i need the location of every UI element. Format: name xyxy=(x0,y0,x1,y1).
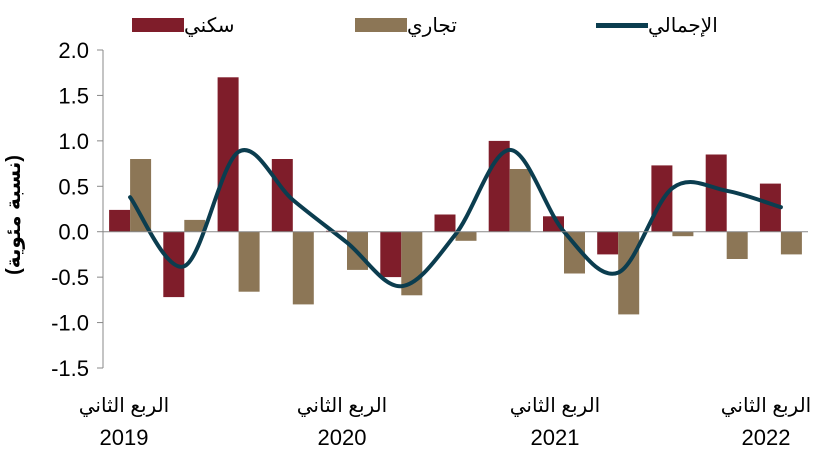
bar-commercial-11 xyxy=(726,231,748,259)
bar-residential-11 xyxy=(705,154,727,232)
bar-residential-6 xyxy=(434,214,456,232)
y-tick-label-5: 1.0 xyxy=(58,129,89,154)
x-tick-quarter-3: الربع الثاني xyxy=(721,395,811,418)
y-tick-label-0: -1.5 xyxy=(51,356,89,381)
x-tick-quarter-0: الربع الثاني xyxy=(79,395,169,418)
bar-commercial-0 xyxy=(130,159,152,232)
legend-item-total: الإجمالي xyxy=(596,10,722,40)
y-tick-label-3: 0.0 xyxy=(58,220,89,245)
y-tick-label-7: 2.0 xyxy=(58,38,89,63)
x-tick-quarter-2: الربع الثاني xyxy=(510,395,600,418)
y-tick-label-2: -0.5 xyxy=(51,265,89,290)
bar-residential-0 xyxy=(109,209,131,232)
legend-swatch-residential xyxy=(132,18,184,32)
bar-residential-12 xyxy=(759,183,781,232)
x-tick-year-3: 2022 xyxy=(742,425,791,450)
y-axis-label: (نسبة مئوية) xyxy=(3,155,25,275)
bar-residential-9 xyxy=(597,231,619,255)
axes: -1.5 -1.0 -0.5 0.0 0.5 1.0 1.5 2.0 (نسبة مئوية) ا… xyxy=(3,38,811,450)
legend-item-residential: سكني xyxy=(132,10,239,40)
bar-residential-2 xyxy=(217,77,239,232)
legend-label-commercial: تجاري xyxy=(407,14,457,37)
legend-label-residential: سكني xyxy=(184,14,235,37)
bar-commercial-8 xyxy=(564,231,585,274)
bar-commercial-1 xyxy=(184,219,206,232)
y-tick-label-6: 1.5 xyxy=(58,83,89,108)
bar-commercial-12 xyxy=(780,231,802,255)
legend-item-commercial: تجاري xyxy=(355,10,461,40)
legend-swatch-commercial xyxy=(355,18,407,32)
bar-commercial-7 xyxy=(509,169,531,232)
bar-commercial-3 xyxy=(292,231,314,305)
x-tick-year-2: 2021 xyxy=(531,425,580,450)
y-tick-label-4: 0.5 xyxy=(58,174,89,199)
legend-swatch-total xyxy=(596,22,648,28)
bar-commercial-6 xyxy=(455,231,477,241)
x-tick-year-0: 2019 xyxy=(100,425,149,450)
bar-residential-5 xyxy=(380,231,402,278)
x-tick-year-1: 2020 xyxy=(318,425,367,450)
plot-area xyxy=(109,77,802,315)
bar-residential-3 xyxy=(271,159,293,232)
bar-commercial-10 xyxy=(672,231,694,237)
y-tick-label-1: -1.0 xyxy=(51,311,89,336)
total-line xyxy=(128,147,783,289)
bar-commercial-2 xyxy=(238,231,260,292)
legend-label-total: الإجمالي xyxy=(648,14,718,37)
x-tick-quarter-1: الربع الثاني xyxy=(297,395,387,418)
